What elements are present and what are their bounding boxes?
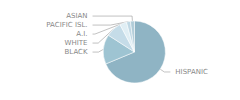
svg-text:BLACK: BLACK <box>65 48 88 56</box>
svg-text:WHITE: WHITE <box>65 39 88 47</box>
svg-text:PACIFIC ISL.: PACIFIC ISL. <box>46 21 87 29</box>
svg-text:ASIAN: ASIAN <box>66 12 87 20</box>
svg-text:A.I.: A.I. <box>76 30 87 38</box>
svg-text:HISPANIC: HISPANIC <box>175 68 208 76</box>
